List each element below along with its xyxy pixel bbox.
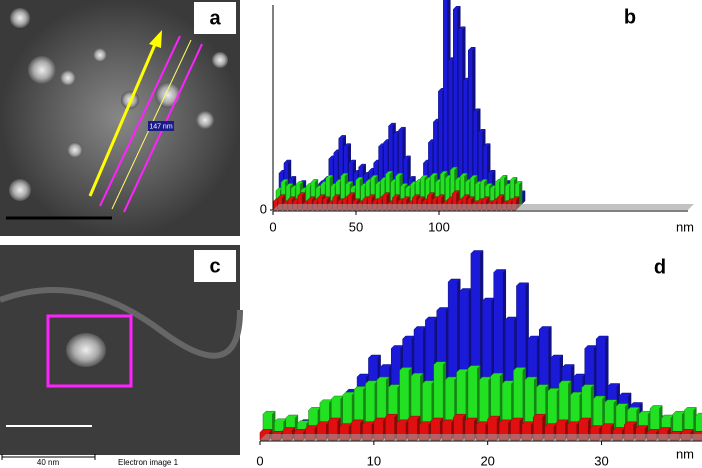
- x-tick-label: 10: [367, 453, 381, 468]
- floor: [260, 434, 702, 440]
- x-tick-label: 0: [269, 219, 276, 234]
- panel-label: d: [654, 256, 666, 278]
- caption: Electron image 1: [118, 458, 179, 467]
- bar-side: [519, 181, 523, 207]
- x-tick-label: 50: [349, 219, 363, 234]
- panel-label: c: [209, 255, 220, 277]
- bar: [695, 412, 702, 438]
- panel-label: b: [624, 6, 636, 28]
- micrograph-a: 147 nm a: [0, 0, 240, 236]
- x-tick-label: 30: [594, 453, 608, 468]
- y-tick-label: 0: [260, 201, 267, 216]
- measure-label: 147 nm: [149, 123, 173, 130]
- floor: [273, 204, 694, 210]
- x-unit: nm: [676, 446, 694, 461]
- scale-text: 40 nm: [37, 458, 60, 467]
- x-tick-label: 20: [480, 453, 494, 468]
- micrograph-c: c 40 nm Electron image 1: [0, 245, 243, 467]
- x-tick-label: 100: [428, 219, 450, 234]
- x-tick-label: 0: [256, 453, 263, 468]
- x-unit: nm: [676, 219, 694, 234]
- bar-side: [522, 190, 526, 204]
- panel-label: a: [209, 7, 221, 29]
